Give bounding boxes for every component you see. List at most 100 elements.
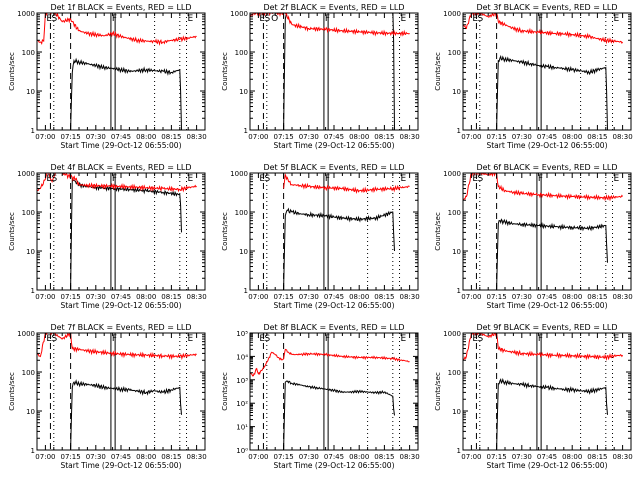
x-axis-label: Start Time (29-Oct-12 06:55:00) <box>273 141 394 150</box>
x-tick-label: 08:30 <box>400 453 420 461</box>
y-tick-label: 1000 <box>443 170 461 178</box>
y-tick-label: 10 <box>452 248 461 256</box>
marker-e: E <box>188 334 194 344</box>
series-line-lld <box>250 348 410 377</box>
x-tick-label: 07:00 <box>35 133 55 141</box>
marker-s: S <box>477 334 483 344</box>
x-tick-label: 07:00 <box>461 453 481 461</box>
y-axis-label: Counts/sec <box>434 212 442 251</box>
x-tick-label: 07:15 <box>61 453 81 461</box>
x-axis-label: Start Time (29-Oct-12 06:55:00) <box>486 141 607 150</box>
series-group <box>463 333 624 450</box>
marker-e: E <box>259 14 265 24</box>
time-markers <box>262 13 401 130</box>
y-tick-label: 100 <box>235 49 248 57</box>
x-tick-label: 08:00 <box>349 293 369 301</box>
x-tick-label: 07:15 <box>274 133 294 141</box>
marker-e: E <box>614 14 620 24</box>
x-tick-label: 08:30 <box>187 293 207 301</box>
marker-e: E <box>401 334 407 344</box>
x-tick-label: 07:15 <box>274 293 294 301</box>
y-tick-label: 10 <box>239 88 248 96</box>
series-group <box>463 13 624 130</box>
marker-e: E <box>472 174 478 184</box>
marker-e: E <box>188 174 194 184</box>
marker-f: F <box>538 14 543 24</box>
marker-f: F <box>538 174 543 184</box>
series-line-lld <box>37 13 197 46</box>
chart-title: Det 5f BLACK = Events, RED = LLD <box>263 163 404 172</box>
marker-f: F <box>538 334 543 344</box>
x-tick-label: 07:00 <box>35 453 55 461</box>
y-tick-label: 1 <box>31 447 35 455</box>
x-axis-label: Start Time (29-Oct-12 06:55:00) <box>273 461 394 470</box>
y-tick-label: 100 <box>22 209 35 217</box>
y-tick-label: 1000 <box>17 10 35 18</box>
x-tick-label: 07:30 <box>86 133 106 141</box>
x-tick-label: 08:30 <box>187 133 207 141</box>
marker-e: E <box>401 174 407 184</box>
x-tick-label: 07:30 <box>512 293 532 301</box>
axes-frame <box>249 332 419 451</box>
series-group <box>250 13 410 130</box>
x-tick-label: 07:15 <box>487 133 507 141</box>
x-tick-label: 08:00 <box>136 293 156 301</box>
y-axis-label: Counts/sec <box>434 372 442 411</box>
y-tick-label: 1000 <box>17 330 35 338</box>
series-line-events <box>283 13 395 130</box>
chart-title: Det 9f BLACK = Events, RED = LLD <box>476 323 617 332</box>
y-axis-label: Counts/sec <box>8 372 16 411</box>
y-tick-label: 1 <box>244 127 248 135</box>
x-tick-label: 07:30 <box>299 453 319 461</box>
x-tick-label: 07:15 <box>61 293 81 301</box>
x-tick-label: 08:00 <box>136 133 156 141</box>
series-line-lld <box>37 173 197 193</box>
series-line-lld <box>463 13 624 45</box>
x-tick-label: 07:45 <box>111 453 131 461</box>
x-axis-label: Start Time (29-Oct-12 06:55:00) <box>60 301 181 310</box>
axes-frame <box>249 172 419 291</box>
x-tick-label: 07:00 <box>35 293 55 301</box>
y-tick-label: 10¹ <box>236 424 248 432</box>
y-axis-label: Counts/sec <box>434 52 442 91</box>
x-tick-label: 07:45 <box>111 133 131 141</box>
marker-e: E <box>46 174 52 184</box>
y-tick-label: 10³ <box>236 377 248 385</box>
y-tick-label: 100 <box>22 369 35 377</box>
chart-title: Det 4f BLACK = Events, RED = LLD <box>50 163 191 172</box>
x-tick-label: 07:45 <box>111 293 131 301</box>
series-line-lld <box>37 333 197 361</box>
marker-s: S <box>477 174 483 184</box>
y-tick-label: 10 <box>452 408 461 416</box>
chart-title: Det 3f BLACK = Events, RED = LLD <box>476 3 617 12</box>
marker-e: E <box>401 14 407 24</box>
x-tick-label: 08:30 <box>613 293 633 301</box>
x-tick-label: 07:30 <box>86 453 106 461</box>
x-tick-label: 08:15 <box>374 453 394 461</box>
y-tick-label: 1000 <box>443 10 461 18</box>
x-tick-label: 07:15 <box>274 453 294 461</box>
x-axis-label: Start Time (29-Oct-12 06:55:00) <box>60 461 181 470</box>
x-tick-label: 07:30 <box>512 133 532 141</box>
series-line-events <box>496 377 608 450</box>
chart-title: Det 6f BLACK = Events, RED = LLD <box>476 163 617 172</box>
time-markers <box>262 173 401 290</box>
marker-f: F <box>325 174 330 184</box>
chart-title: Det 7f BLACK = Events, RED = LLD <box>50 323 191 332</box>
y-axis-label: Counts/sec <box>221 52 229 91</box>
axes-frame <box>36 172 206 291</box>
series-line-lld <box>283 173 410 195</box>
series-group <box>37 13 197 130</box>
series-line-lld <box>463 333 624 361</box>
x-tick-label: 08:15 <box>587 453 607 461</box>
x-tick-label: 07:00 <box>461 133 481 141</box>
y-tick-label: 100 <box>448 369 461 377</box>
x-tick-label: 08:30 <box>613 453 633 461</box>
time-markers <box>49 173 188 290</box>
x-axis-label: Start Time (29-Oct-12 06:55:00) <box>486 461 607 470</box>
